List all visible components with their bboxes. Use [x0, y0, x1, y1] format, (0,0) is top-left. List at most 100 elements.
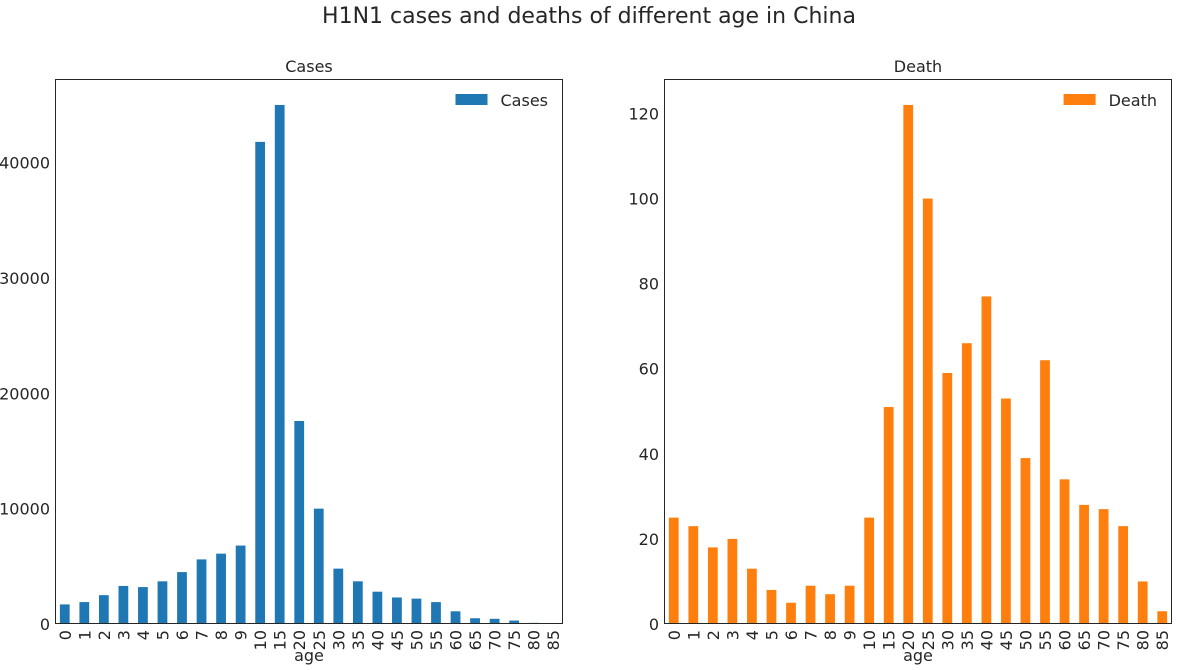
death-xtick-label-2: 2 [704, 630, 723, 640]
cases-bar-8 [216, 553, 226, 624]
death-xtick-label-40: 40 [977, 630, 996, 650]
death-ytick-label: 80 [639, 275, 659, 294]
cases-bar-50 [411, 598, 422, 624]
cases-xtick-label-5: 5 [153, 630, 172, 640]
death-xtick-label-30: 30 [938, 630, 957, 650]
death-bar-4 [747, 568, 757, 624]
cases-bar-45 [392, 597, 402, 624]
cases-axes-frame [55, 79, 563, 624]
cases-bar-2 [98, 595, 109, 624]
cases-bar-9 [235, 545, 246, 624]
death-bar-10 [864, 517, 875, 624]
death-xtick-label-10: 10 [860, 630, 879, 650]
cases-xtick-label-9: 9 [232, 630, 251, 640]
cases-xtick-label-30: 30 [329, 630, 348, 650]
cases-xtick-label-50: 50 [407, 630, 426, 650]
cases-xtick-label-20: 20 [290, 630, 309, 650]
cases-bar-30 [333, 568, 344, 624]
death-ytick-label: 40 [639, 445, 659, 464]
cases-xtick-label-2: 2 [95, 630, 114, 640]
death-bar-6 [786, 602, 796, 624]
death-xtick-label-0: 0 [665, 630, 684, 640]
cases-bar-7 [196, 559, 207, 624]
cases-legend: Cases [455, 91, 549, 110]
death-xtick-label-4: 4 [743, 630, 762, 640]
death-bar-2 [707, 547, 718, 624]
death-bar-85 [1157, 611, 1168, 624]
death-xtick-label-6: 6 [782, 630, 801, 640]
cases-bar-40 [372, 591, 383, 624]
death-bar-65 [1079, 504, 1089, 624]
death-xtick-label-1: 1 [684, 630, 703, 640]
death-xtick-label-65: 65 [1075, 630, 1094, 650]
death-xtick-label-60: 60 [1056, 630, 1075, 650]
death-legend: Death [1063, 91, 1157, 110]
death-xtick-label-45: 45 [997, 630, 1016, 650]
cases-xtick-label-40: 40 [368, 630, 387, 650]
cases-xtick-label-25: 25 [310, 630, 329, 650]
death-xtick-label-7: 7 [802, 630, 821, 640]
death-bar-0 [668, 517, 679, 624]
death-bar-8 [825, 594, 835, 624]
death-ytick-label: 100 [628, 190, 659, 209]
cases-xtick-label-1: 1 [75, 630, 94, 640]
death-bar-9 [844, 585, 855, 624]
cases-xtick-label-15: 15 [271, 630, 290, 650]
death-bar-1 [688, 526, 699, 624]
cases-bar-60 [450, 611, 461, 624]
cases-xtick-label-80: 80 [525, 630, 544, 650]
death-bar-45 [1001, 398, 1011, 624]
cases-ytick-label: 10000 [0, 500, 50, 519]
cases-subplot-title: Cases [285, 57, 333, 76]
cases-bar-20 [294, 420, 305, 624]
death-bar-7 [805, 585, 816, 624]
cases-xtick-label-85: 85 [544, 630, 563, 650]
death-subplot-title: Death [894, 57, 942, 76]
death-bar-30 [942, 372, 953, 624]
death-xaxis-label: age [903, 646, 933, 665]
death-xtick-label-5: 5 [762, 630, 781, 640]
cases-xtick-label-70: 70 [486, 630, 505, 650]
death-bar-80 [1137, 581, 1148, 624]
death-legend-swatch [1063, 94, 1096, 105]
cases-bar-65 [470, 618, 480, 624]
death-xtick-label-85: 85 [1153, 630, 1172, 650]
cases-ytick-label: 30000 [0, 269, 50, 288]
cases-bar-55 [431, 602, 441, 624]
death-xtick-label-9: 9 [841, 630, 860, 640]
figure-title: H1N1 cases and deaths of different age i… [322, 4, 856, 29]
cases-legend-label: Cases [501, 91, 549, 110]
death-axes-frame [664, 79, 1172, 624]
death-legend-label: Death [1109, 91, 1157, 110]
cases-bar-75 [509, 620, 520, 624]
cases-xtick-label-3: 3 [114, 630, 133, 640]
cases-xtick-label-60: 60 [447, 630, 466, 650]
cases-xtick-label-8: 8 [212, 630, 231, 640]
cases-xtick-label-55: 55 [427, 630, 446, 650]
death-xtick-label-55: 55 [1036, 630, 1055, 650]
death-ytick-label: 120 [628, 104, 659, 123]
cases-bar-0 [59, 604, 70, 624]
death-xtick-label-25: 25 [919, 630, 938, 650]
cases-bar-10 [255, 141, 266, 624]
cases-xtick-label-35: 35 [349, 630, 368, 650]
death-bar-25 [922, 198, 933, 624]
cases-bar-1 [79, 602, 90, 624]
cases-bar-5 [157, 581, 168, 624]
cases-xtick-label-4: 4 [134, 630, 153, 640]
cases-bar-70 [489, 618, 500, 624]
cases-ytick-label: 20000 [0, 384, 50, 403]
death-bar-70 [1098, 509, 1109, 624]
cases-xtick-label-65: 65 [466, 630, 485, 650]
death-bar-3 [727, 538, 738, 624]
cases-bar-3 [118, 585, 129, 624]
cases-xtick-label-75: 75 [505, 630, 524, 650]
death-xtick-label-50: 50 [1016, 630, 1035, 650]
cases-bar-25 [313, 508, 324, 624]
death-bar-20 [903, 104, 914, 624]
death-bar-40 [981, 296, 992, 624]
cases-bar-4 [138, 587, 148, 624]
